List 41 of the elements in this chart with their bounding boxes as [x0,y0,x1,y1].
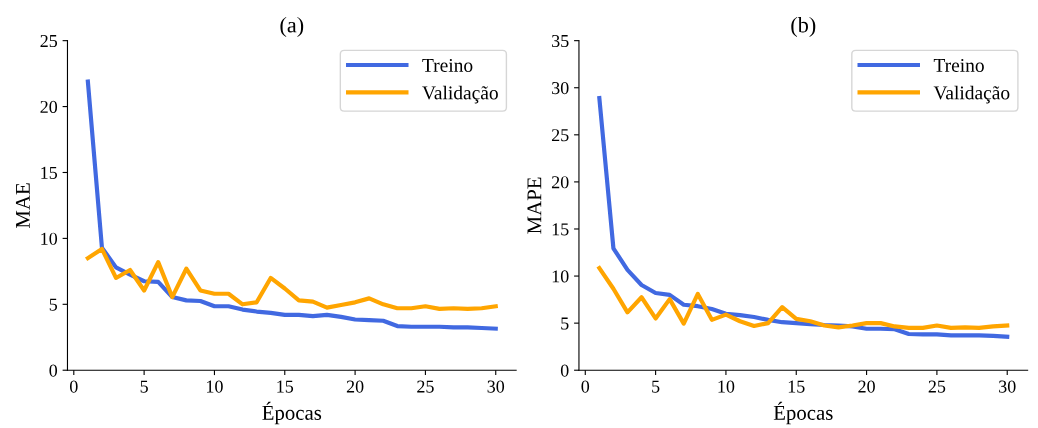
chart-title: (a) [280,16,304,38]
legend-label: Treino [933,58,984,72]
x-tick-label: 10 [718,380,735,393]
x-tick-label: 25 [417,380,434,393]
y-tick-label: 15 [552,223,569,236]
line-series [597,265,1010,330]
y-tick-label: 20 [551,176,569,189]
y-tick-label: 0 [49,364,58,377]
y-tick-label: 5 [49,298,58,311]
y-tick-label: 25 [40,34,58,48]
x-tick-label: 20 [858,380,875,393]
y-axis-title: MAPE [527,177,542,234]
y-tick-label: 35 [552,34,569,48]
x-tick-label: 5 [140,380,148,393]
x-axis-title: Épocas [773,401,833,425]
legend-label: Validação [933,85,1010,104]
x-tick-label: 0 [69,380,78,393]
x-tick-label: 30 [487,380,505,393]
x-tick-label: 30 [999,380,1016,393]
y-tick-label: 25 [551,129,569,142]
x-axis-title: Épocas [262,401,322,425]
x-tick-label: 25 [928,380,946,393]
x-tick-label: 15 [788,380,805,393]
legend-label: Treino [422,58,473,72]
line-series [85,79,498,331]
x-tick-label: 20 [346,380,364,393]
x-tick-label: 10 [207,380,223,393]
legend-label: Validação [422,85,498,104]
y-axis-title: MAE [15,183,30,228]
y-tick-label: 30 [552,82,569,95]
x-tick-label: 0 [581,380,590,393]
y-tick-label: 10 [552,270,569,283]
y-tick-label: 0 [560,364,569,377]
x-tick-label: 5 [652,380,660,393]
y-tick-label: 15 [41,166,58,179]
y-tick-label: 10 [41,232,58,245]
chart-title: (b) [791,16,816,38]
line-series [85,246,498,312]
y-tick-label: 5 [561,317,569,330]
y-tick-label: 20 [40,100,58,114]
x-tick-label: 15 [277,380,294,393]
